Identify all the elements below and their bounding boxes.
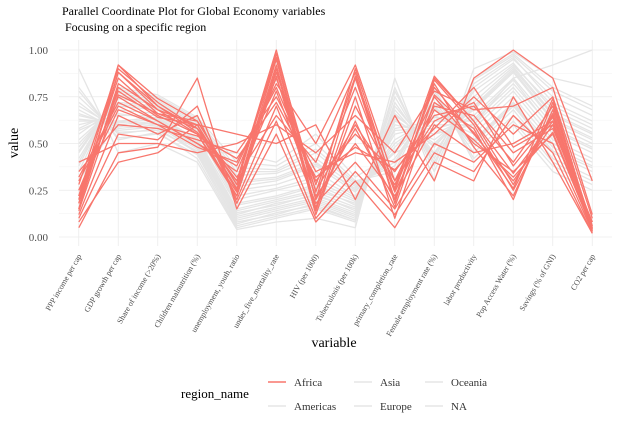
series-line-other-39 [78,54,593,227]
x-tick-label: PPP income per cap [44,253,84,313]
chart-subtitle: Focusing on a specific region [65,20,206,34]
series-lines-highlight [78,49,593,234]
x-tick-label: CO2 per cap [569,253,597,293]
y-tick-label: 0.75 [29,92,49,104]
series-line-africa-17 [78,75,593,230]
series-line-other-21 [78,77,593,210]
x-tick-label: under_five_mortality_rate [231,252,281,330]
series-line-other-43 [78,69,593,214]
legend-label: Americas [294,401,336,413]
legend-label: Asia [380,377,400,389]
legend-label: NA [451,401,467,413]
x-tick-label: labor productivity [442,253,479,307]
series-line-africa-9 [78,105,593,234]
series-line-africa-8 [78,68,593,230]
legend-title: region_name [181,386,249,401]
series-line-other-26 [78,58,593,223]
legend-label: Africa [294,377,322,389]
series-line-africa-13 [78,77,593,234]
series-line-other-36 [78,92,593,188]
series-line-africa-7 [78,105,593,232]
legend-label: Europe [380,401,412,413]
y-tick-label: 0.50 [29,139,49,151]
series-line-other-31 [78,71,593,212]
y-tick-label: 0.25 [29,185,49,197]
x-tick-label: Children malnutrition (%) [152,252,202,329]
x-tick-label: HIV (per 1000) [288,252,321,300]
x-tick-label: Pop Access Water (%) [474,252,518,319]
series-line-africa-18 [78,49,593,223]
y-axis-ticks: 0.00 0.25 0.50 0.75 1.00 [29,45,49,244]
x-tick-label: primary_completion_rate [351,252,400,327]
x-axis-title: variable [311,336,356,351]
legend: region_name Africa Americas Asia Europe Ocea… [181,377,487,413]
chart-title: Parallel Coordinate Plot for Global Econ… [62,4,326,18]
y-axis-title: value [7,128,22,158]
series-line-other-32 [78,97,593,193]
x-tick-label: Savings (% of GNI) [518,252,558,312]
series-line-africa-5 [78,77,593,228]
legend-label: Oceania [451,377,487,389]
x-tick-label: Share of income (>20%) [115,252,162,325]
x-tick-label: GDP growth per cap [82,253,123,314]
y-tick-label: 1.00 [29,45,49,57]
y-tick-label: 0.00 [29,232,49,244]
series-line-africa-14 [78,64,593,227]
series-line-africa-12 [78,71,593,228]
x-tick-label: Tuberculosis (per 100k) [314,252,360,323]
series-line-africa-19 [78,53,593,228]
